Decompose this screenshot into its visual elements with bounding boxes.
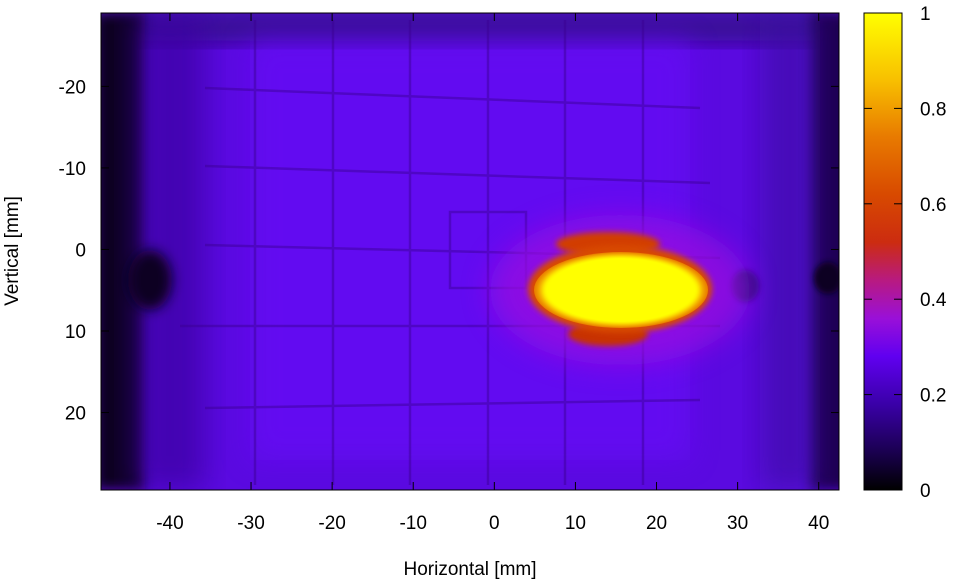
y-axis-ticks: -20 -10 0 10 20 bbox=[59, 77, 839, 425]
x-tick-label: -10 bbox=[399, 513, 426, 534]
heatmap-right-shadow bbox=[760, 13, 820, 490]
x-tick-label: 40 bbox=[808, 513, 829, 534]
x-tick-label: -30 bbox=[237, 513, 264, 534]
colorbar-tick-label: 0 bbox=[920, 481, 931, 502]
heatmap-plot-area bbox=[101, 13, 839, 490]
y-tick-label: -10 bbox=[59, 159, 86, 180]
colorbar-tick-label: 1 bbox=[920, 4, 931, 25]
colorbar-ticks: 0 0.2 0.4 0.6 0.8 1 bbox=[864, 4, 947, 502]
x-tick-label: -20 bbox=[318, 513, 345, 534]
y-axis-label: Vertical [mm] bbox=[2, 196, 23, 306]
x-tick-label: 20 bbox=[646, 513, 667, 534]
y-tick-label: 20 bbox=[65, 404, 86, 425]
x-tick-label: -40 bbox=[156, 513, 183, 534]
plot-border bbox=[100, 12, 840, 491]
heatmap-top-dark-band bbox=[101, 13, 839, 41]
colorbar: 0 0.2 0.4 0.6 0.8 1 bbox=[863, 4, 947, 502]
colorbar-tick-label: 0.4 bbox=[920, 290, 947, 311]
x-tick-label: 10 bbox=[565, 513, 586, 534]
heatmap-mesh-lines bbox=[180, 20, 721, 485]
y-tick-label: 10 bbox=[65, 322, 86, 343]
y-tick-label: -20 bbox=[59, 77, 86, 98]
x-axis-label: Horizontal [mm] bbox=[403, 559, 536, 580]
colorbar-tick-label: 0.2 bbox=[920, 386, 946, 407]
x-axis-ticks: -40 -30 -20 -10 0 10 20 30 40 bbox=[156, 13, 829, 534]
hotspot-bright-center bbox=[543, 258, 699, 322]
colorbar-tick-label: 0.6 bbox=[920, 195, 946, 216]
x-tick-label: 0 bbox=[489, 513, 500, 534]
x-tick-label: 30 bbox=[727, 513, 748, 534]
colorbar-gradient bbox=[863, 12, 903, 491]
heatmap-dark-spot-left bbox=[128, 250, 172, 310]
colorbar-tick-label: 0.8 bbox=[920, 99, 946, 120]
y-tick-label: 0 bbox=[75, 240, 86, 261]
heatmap-dark-spot-far-right bbox=[814, 262, 839, 294]
